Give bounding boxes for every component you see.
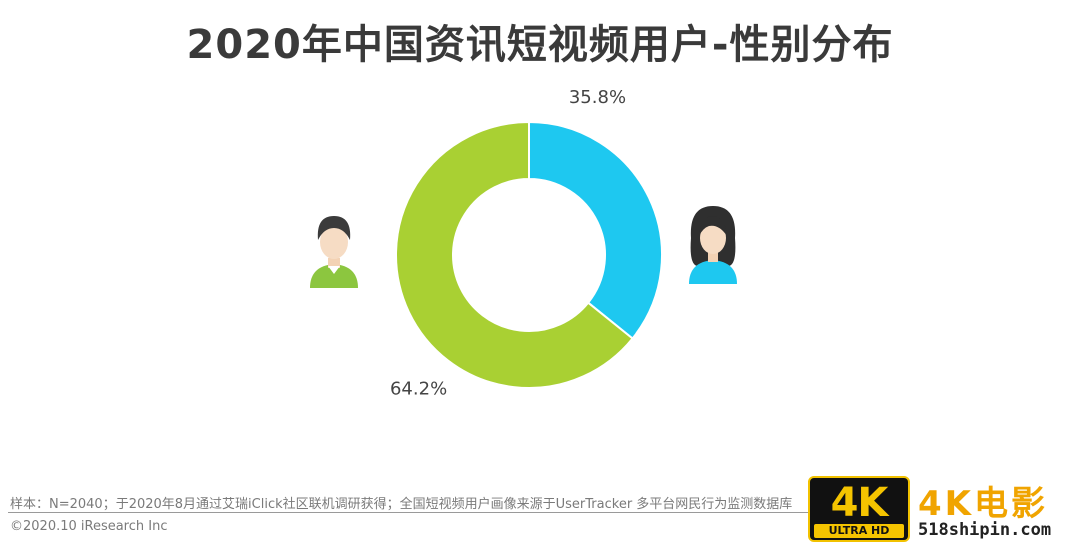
slice-label-1: 64.2% <box>390 379 447 400</box>
female-user-icon <box>689 206 737 284</box>
donut-slice-1 <box>395 120 634 389</box>
chart-title: 2020年中国资讯短视频用户-性别分布 <box>186 22 894 68</box>
donut-slice-0 <box>528 120 663 340</box>
footnote: 样本：N=2040；于2020年8月通过艾瑞iClick社区联机调研获得；全国短… <box>10 497 793 512</box>
footer-divider <box>8 512 808 513</box>
male-user-icon <box>310 216 358 288</box>
copyright: ©2020.10 iResearch Inc <box>10 519 168 534</box>
slice-label-0: 35.8% <box>569 87 626 108</box>
watermark-brand: 4K电影 <box>918 484 1049 524</box>
badge-main-text: 4K <box>830 480 889 526</box>
badge-sub-text: ULTRA HD <box>814 524 904 538</box>
watermark-url: 518shipin.com <box>918 520 1052 540</box>
watermark-badge: 4K ULTRA HD <box>808 476 910 542</box>
